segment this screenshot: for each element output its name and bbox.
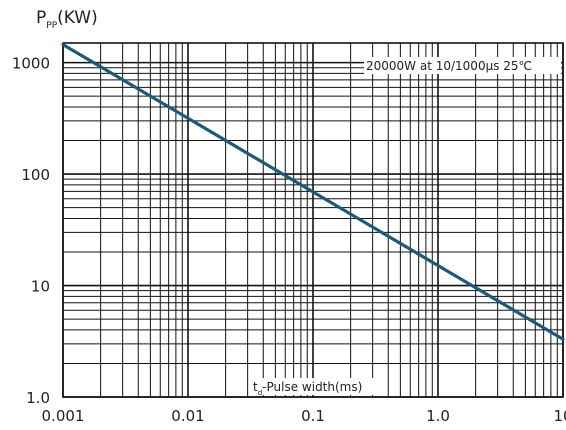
y-tick-label: 100: [21, 166, 50, 184]
grid: [62, 42, 564, 398]
x-tick-label: 1.0: [426, 407, 450, 425]
y-tick-label: 1000: [12, 55, 50, 73]
series-line: [61, 42, 565, 341]
x-axis-title-rest: -Pulse width(ms): [262, 380, 362, 394]
series-layer: [61, 42, 565, 341]
plot-frame: [62, 42, 564, 398]
y-tick-label: 10: [31, 278, 50, 296]
x-tick-label: 0.01: [171, 407, 204, 425]
y-axis-title-main: P: [36, 8, 46, 28]
annotation-box: [364, 57, 561, 74]
y-tick-label: 1.0: [26, 389, 50, 407]
x-tick-label: 0.001: [42, 407, 85, 425]
y-axis-title-sub: PP: [46, 21, 57, 31]
x-axis-title-sub: d: [258, 389, 262, 397]
x-tick-label: 10: [553, 407, 566, 425]
x-axis-title-main: t: [253, 380, 258, 394]
y-axis-title: PPP(KW): [36, 8, 98, 31]
annotation-text: 20000W at 10/1000μs 25℃: [366, 59, 532, 73]
x-axis-title-box: [250, 378, 374, 395]
x-tick-label: 0.1: [301, 407, 325, 425]
tick-labels: 0.001 0.01 0.1 1.0 10 1.0 10 100 1000: [12, 55, 566, 425]
y-axis-title-unit: (KW): [57, 8, 98, 28]
x-axis-title: td-Pulse width(ms): [253, 380, 362, 397]
